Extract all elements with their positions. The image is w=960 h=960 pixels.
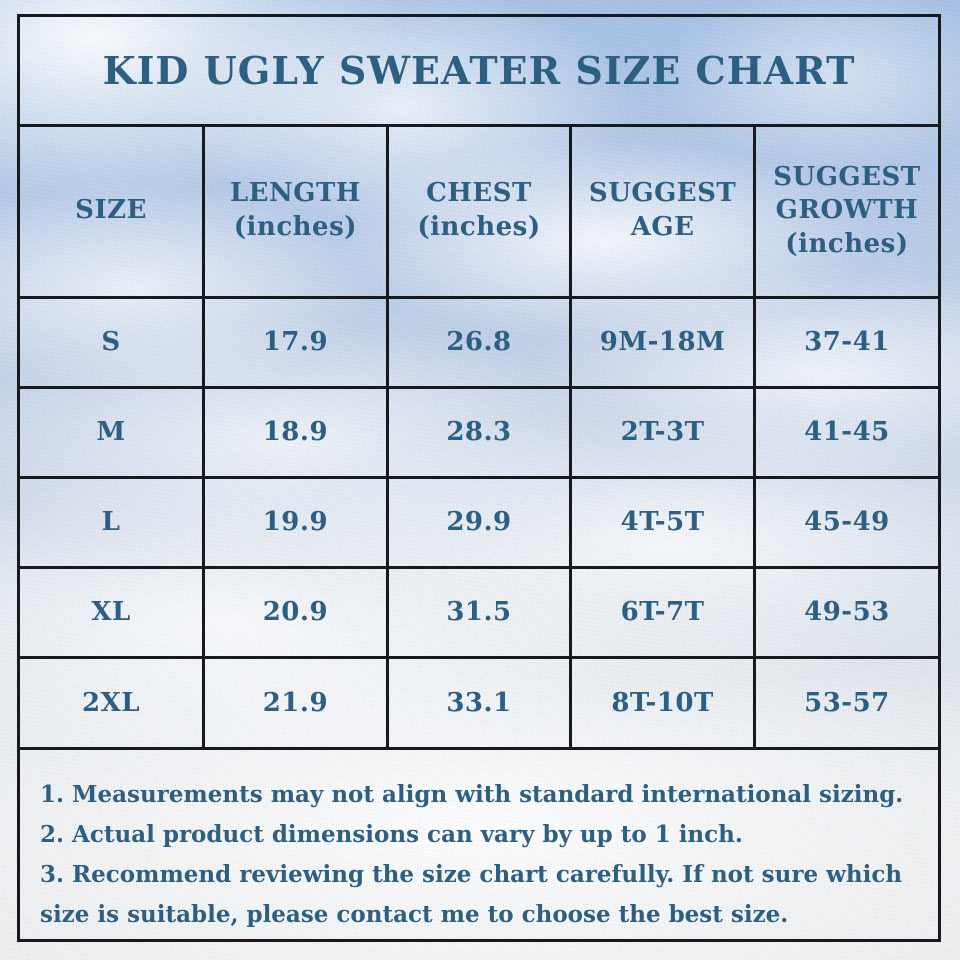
footnotes: 1. Measurements may not align with stand… [20, 747, 938, 939]
cell-age: 8T-10T [569, 655, 756, 749]
header-line: LENGTH [229, 178, 361, 209]
cell-length: 20.9 [202, 565, 389, 659]
cell-age: 4T-5T [569, 475, 756, 569]
column-header-suggest-growth: SUGGEST GROWTH (inches) [752, 125, 940, 299]
cell-size: L [18, 475, 206, 569]
header-line: CHEST [426, 178, 532, 209]
cell-age: 9M-18M [569, 295, 756, 389]
cell-growth: 45-49 [752, 475, 940, 569]
cell-length: 18.9 [202, 385, 389, 479]
header-line: SIZE [75, 195, 147, 226]
cell-size: S [18, 295, 206, 389]
table-row-s: S 17.9 26.8 9M-18M 37-41 [18, 295, 940, 389]
table-row-l: L 19.9 29.9 4T-5T 45-49 [18, 475, 940, 569]
table-row-m: M 18.9 28.3 2T-3T 41-45 [18, 385, 940, 479]
chart-frame: KID UGLY SWEATER SIZE CHART SIZE LENGTH … [17, 14, 941, 942]
header-line: SUGGEST [588, 178, 737, 209]
cell-growth: 49-53 [752, 565, 940, 659]
column-header-size: SIZE [18, 125, 206, 299]
cell-size: XL [18, 565, 206, 659]
cell-length: 21.9 [202, 655, 389, 749]
column-header-suggest-age: SUGGEST AGE [569, 125, 756, 299]
header-line: (inches) [417, 212, 541, 243]
table-body: S 17.9 26.8 9M-18M 37-41 M 18.9 28.3 2T-… [18, 295, 940, 749]
header-row: SIZE LENGTH (inches) CHEST (inches) SUGG… [18, 125, 940, 299]
header-line: AGE [630, 212, 695, 243]
cell-chest: 29.9 [385, 475, 573, 569]
cell-length: 19.9 [202, 475, 389, 569]
note-item: 1. Measurements may not align with stand… [40, 781, 904, 808]
cell-chest: 31.5 [385, 565, 573, 659]
cell-growth: 37-41 [752, 295, 940, 389]
header-line: (inches) [785, 229, 909, 260]
cell-growth: 53-57 [752, 655, 940, 749]
cell-size: M [18, 385, 206, 479]
title-row: KID UGLY SWEATER SIZE CHART [20, 17, 938, 127]
table-header: SIZE LENGTH (inches) CHEST (inches) SUGG… [18, 125, 940, 299]
cell-chest: 28.3 [385, 385, 573, 479]
note-item: 2. Actual product dimensions can vary by… [40, 821, 743, 849]
header-line: SUGGEST [773, 161, 921, 192]
cell-chest: 33.1 [385, 655, 573, 749]
cell-age: 2T-3T [569, 385, 756, 479]
table-row-xl: XL 20.9 31.5 6T-7T 49-53 [18, 565, 940, 659]
header-line: (inches) [233, 212, 358, 243]
cell-growth: 41-45 [752, 385, 940, 479]
table-row-2xl: 2XL 21.9 33.1 8T-10T 53-57 [18, 655, 940, 749]
column-header-length: LENGTH (inches) [202, 125, 389, 299]
header-line: GROWTH [775, 195, 919, 226]
page-title: KID UGLY SWEATER SIZE CHART [102, 48, 856, 93]
column-header-chest: CHEST (inches) [385, 125, 573, 299]
cell-chest: 26.8 [385, 295, 573, 389]
cell-length: 17.9 [202, 295, 389, 389]
cell-size: 2XL [18, 655, 206, 749]
note-item: 3. Recommend reviewing the size chart ca… [40, 861, 903, 929]
size-table: SIZE LENGTH (inches) CHEST (inches) SUGG… [18, 125, 940, 749]
cell-age: 6T-7T [569, 565, 756, 659]
